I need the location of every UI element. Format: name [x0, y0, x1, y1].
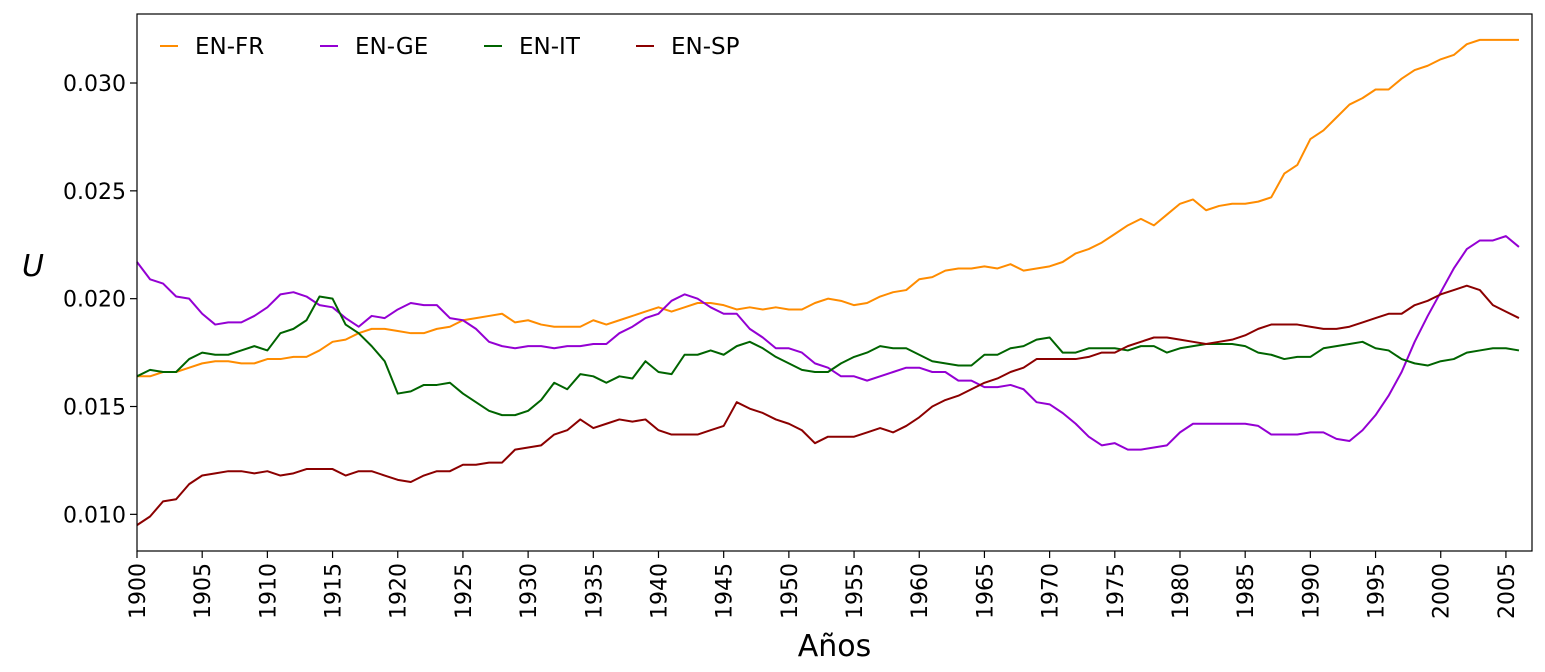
x-tick-label: 1900: [126, 563, 151, 619]
x-tick-label: 1945: [713, 563, 738, 619]
y-tick-label: 0.015: [63, 396, 126, 421]
x-tick-label: 1910: [256, 563, 281, 619]
x-tick-label: 2000: [1430, 563, 1455, 619]
x-tick-label: 1925: [452, 563, 477, 619]
x-tick-label: 1975: [1104, 563, 1129, 619]
x-tick-label: 1920: [387, 563, 412, 619]
x-tick-label: 1960: [908, 563, 933, 619]
x-tick-label: 1995: [1365, 563, 1390, 619]
series-line-en-sp: [136, 284, 1520, 526]
x-tick-label: 1985: [1234, 563, 1259, 619]
x-tick-label: 1955: [843, 563, 868, 619]
x-tick-label: 1990: [1299, 563, 1324, 619]
series-line-en-fr: [137, 38, 1519, 378]
y-tick-label: 0.010: [63, 503, 126, 528]
y-tick-label: 0.030: [63, 72, 126, 97]
series-line-en-ge: [136, 235, 1520, 451]
x-tick-label: 1930: [517, 563, 542, 619]
x-tick-label: 1980: [1169, 563, 1194, 619]
x-tick-label: 1970: [1039, 563, 1064, 619]
legend-label-en-sp: EN-SP: [671, 34, 740, 60]
y-axis-title: U: [22, 249, 44, 284]
legend: EN-FR EN-GE EN-IT EN-SP: [160, 34, 740, 60]
x-axis: 1900 1905 1910 1915 1920 1925 1930 1935 1940 1945…: [126, 551, 1520, 619]
y-axis: 0.010 0.015 0.020 0.025 0.030: [63, 72, 137, 528]
legend-label-en-it: EN-IT: [519, 34, 581, 60]
x-tick-label: 1915: [322, 563, 347, 619]
series-layer: [136, 38, 1520, 526]
y-tick-label: 0.020: [63, 288, 126, 313]
legend-label-en-fr: EN-FR: [195, 34, 264, 60]
x-axis-title: Años: [798, 629, 872, 664]
x-tick-label: 1940: [647, 563, 672, 619]
y-tick-label: 0.025: [63, 180, 126, 205]
x-tick-label: 1950: [778, 563, 803, 619]
x-tick-label: 1905: [191, 563, 216, 619]
plot-frame: [136, 13, 1533, 552]
x-tick-label: 2005: [1495, 563, 1520, 619]
x-tick-label: 1965: [973, 563, 998, 619]
series-line-en-it: [136, 295, 1520, 417]
x-tick-label: 1935: [582, 563, 607, 619]
legend-label-en-ge: EN-GE: [355, 34, 428, 60]
